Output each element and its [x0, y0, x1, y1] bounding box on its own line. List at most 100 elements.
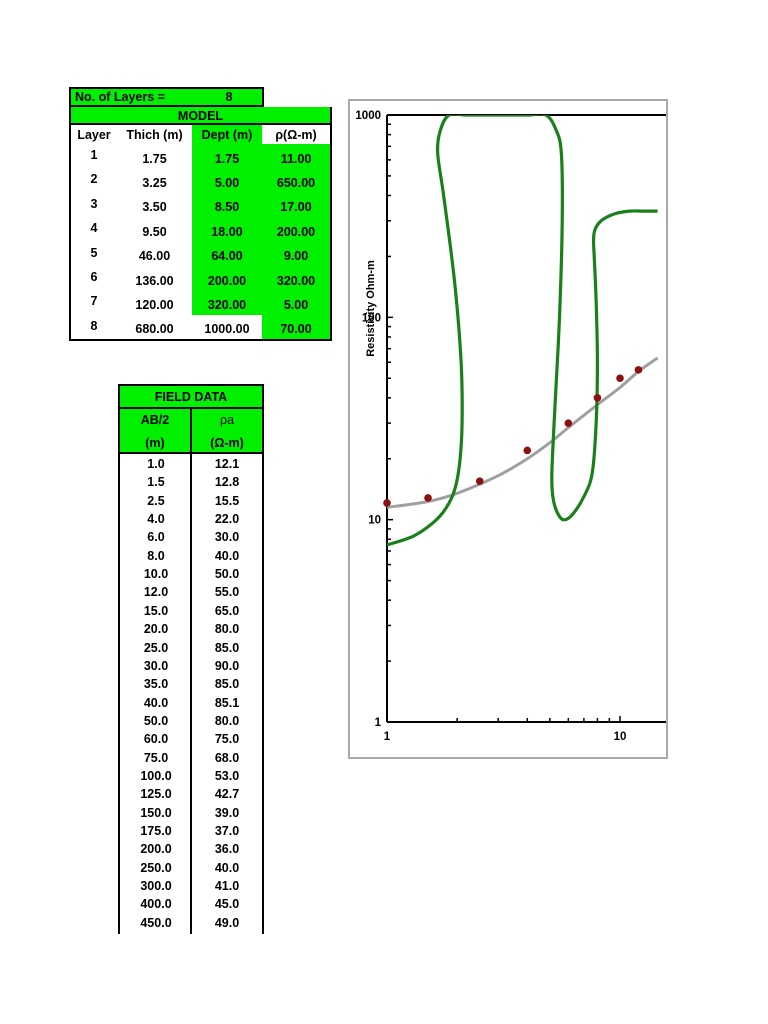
layer-depth[interactable]: 1.75: [192, 144, 264, 171]
layer-resistivity[interactable]: 11.00: [262, 144, 332, 171]
ab2-value[interactable]: 175.0: [140, 824, 172, 838]
ab2-value[interactable]: 12.0: [143, 585, 169, 600]
field-data-row: 150.0 39.0: [120, 804, 262, 822]
layer-number: 1: [69, 144, 119, 171]
layer-depth[interactable]: 64.00: [192, 241, 264, 268]
rho-a-value[interactable]: 40.0: [214, 548, 240, 563]
ab2-value[interactable]: 8.0: [147, 548, 165, 563]
rho-a-value[interactable]: 39.0: [214, 805, 240, 820]
field-point: [564, 419, 573, 427]
rho-a-value[interactable]: 75.0: [214, 732, 240, 747]
ab2-value[interactable]: 15.0: [143, 603, 169, 618]
ab2-value[interactable]: 50.0: [143, 713, 169, 728]
ab2-value[interactable]: 10.0: [143, 567, 169, 582]
rho-a-value[interactable]: 90.0: [214, 658, 240, 673]
y-tick-label: 10: [368, 515, 381, 527]
ab2-value[interactable]: 25.0: [143, 640, 169, 655]
layer-resistivity[interactable]: 17.00: [262, 192, 332, 220]
layers-count-value[interactable]: 8: [196, 87, 264, 107]
field-data-row: 30.0 90.0: [120, 657, 262, 675]
ab2-value[interactable]: 200.0: [140, 842, 172, 857]
layer-resistivity[interactable]: 200.00: [262, 217, 332, 244]
ab2-value[interactable]: 1.0: [147, 457, 165, 471]
field-data-row: 100.0 53.0: [120, 767, 262, 785]
rho-a-value[interactable]: 65.0: [214, 603, 240, 618]
field-data-row: 1.0 12.1: [120, 455, 262, 473]
ab2-value[interactable]: 150.0: [140, 805, 172, 820]
rho-a-value[interactable]: 30.0: [214, 530, 240, 545]
ab2-unit: (m): [145, 436, 165, 450]
rho-a-value[interactable]: 80.0: [214, 622, 240, 637]
field-data-row: 25.0 85.0: [120, 639, 262, 657]
field-point: [383, 499, 391, 507]
rho-a-value[interactable]: 36.0: [214, 842, 240, 857]
layer-depth[interactable]: 18.00: [192, 217, 264, 244]
layer-resistivity[interactable]: 70.00: [262, 314, 332, 342]
ab2-value[interactable]: 1.5: [147, 475, 165, 490]
ab2-value[interactable]: 4.0: [147, 512, 165, 527]
layer-thickness[interactable]: 46.00: [117, 241, 194, 268]
layer-resistivity[interactable]: 650.00: [262, 168, 332, 195]
layer-thickness[interactable]: 680.00: [117, 314, 194, 342]
field-data-row: 1.5 12.8: [120, 473, 262, 491]
layer-depth[interactable]: 8.50: [192, 192, 264, 220]
layer-thickness[interactable]: 3.50: [117, 192, 194, 220]
ab2-value[interactable]: 250.0: [140, 860, 172, 875]
rho-a-value[interactable]: 50.0: [214, 567, 240, 582]
layer-number: 8: [69, 314, 119, 342]
rho-a-value[interactable]: 85.0: [214, 677, 240, 692]
ab2-value[interactable]: 75.0: [143, 750, 169, 765]
ab2-value[interactable]: 6.0: [147, 530, 165, 545]
layer-header: Layer: [69, 123, 119, 146]
rho-a-value[interactable]: 15.5: [214, 493, 240, 508]
rho-a-value[interactable]: 53.0: [214, 768, 240, 783]
layer-depth[interactable]: 1000.00: [192, 314, 264, 342]
rho-a-value[interactable]: 37.0: [214, 824, 240, 838]
rho-a-value[interactable]: 55.0: [214, 585, 240, 600]
rho-a-value[interactable]: 45.0: [214, 897, 240, 912]
field-data-row: 175.0 37.0: [120, 822, 262, 840]
rho-a-value[interactable]: 85.0: [214, 640, 240, 655]
layer-thickness[interactable]: 136.00: [117, 266, 194, 293]
ab2-value[interactable]: 100.0: [140, 768, 172, 783]
ab2-value[interactable]: 35.0: [143, 677, 169, 692]
ab2-value[interactable]: 40.0: [143, 695, 169, 710]
layer-thickness[interactable]: 120.00: [117, 290, 194, 317]
rho-a-value[interactable]: 68.0: [214, 750, 240, 765]
rho-a-value[interactable]: 40.0: [214, 860, 240, 875]
field-point: [424, 494, 432, 502]
ab2-value[interactable]: 300.0: [140, 879, 172, 894]
ab2-value[interactable]: 20.0: [143, 622, 169, 637]
layer-thickness[interactable]: 9.50: [117, 217, 194, 244]
layer-resistivity[interactable]: 9.00: [262, 241, 332, 268]
layer-depth[interactable]: 320.00: [192, 290, 264, 317]
rho-a-value[interactable]: 12.8: [214, 475, 240, 490]
layer-depth[interactable]: 200.00: [192, 266, 264, 293]
layer-number: 7: [69, 290, 119, 317]
ab2-value[interactable]: 60.0: [143, 732, 169, 747]
y-tick-label: 100: [362, 312, 381, 324]
field-point: [593, 394, 602, 402]
y-tick-label: 1000: [355, 110, 381, 122]
sounding-chart: 1000 100 10 1 1 10 Resistivity Ohm-m: [348, 99, 668, 759]
rho-a-value[interactable]: 42.7: [214, 787, 240, 802]
layer-depth[interactable]: 5.00: [192, 168, 264, 195]
rho-a-value[interactable]: 41.0: [214, 879, 240, 894]
rho-a-value[interactable]: 49.0: [214, 915, 240, 930]
rho-a-value[interactable]: 12.1: [214, 457, 240, 471]
rho-a-value[interactable]: 85.1: [214, 695, 240, 710]
layer-thickness[interactable]: 3.25: [117, 168, 194, 195]
rho-a-value[interactable]: 22.0: [214, 512, 240, 527]
chart-svg: 1000 100 10 11 10 Resistivity Ohm-m: [355, 110, 666, 743]
ab2-value[interactable]: 400.0: [140, 897, 172, 912]
layer-resistivity[interactable]: 5.00: [262, 290, 332, 317]
ab2-value[interactable]: 2.5: [147, 493, 165, 508]
field-data-row: 4.0 22.0: [120, 510, 262, 528]
rho-a-value[interactable]: 80.0: [214, 713, 240, 728]
model-title: MODEL: [69, 107, 332, 125]
ab2-value[interactable]: 450.0: [140, 915, 172, 930]
ab2-value[interactable]: 30.0: [143, 658, 169, 673]
layer-thickness[interactable]: 1.75: [117, 144, 194, 171]
layer-resistivity[interactable]: 320.00: [262, 266, 332, 293]
ab2-value[interactable]: 125.0: [140, 787, 172, 802]
